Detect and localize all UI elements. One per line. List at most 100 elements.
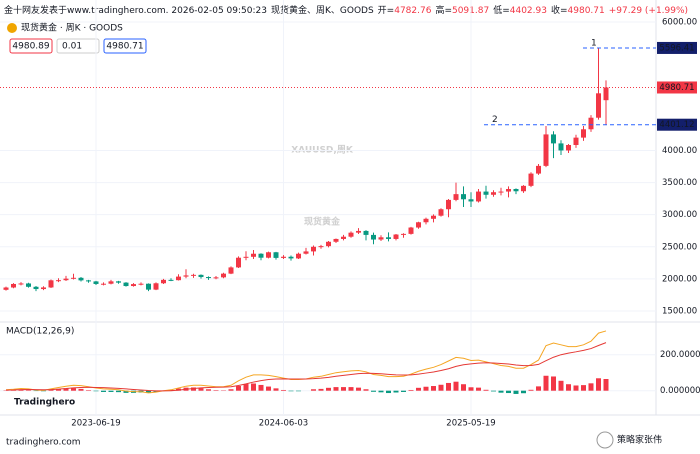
candle-body	[153, 283, 159, 290]
histogram-bar	[191, 387, 196, 391]
candle-body	[491, 192, 496, 195]
candle-body	[296, 253, 301, 259]
x-tick-label: 2023-06-19	[71, 419, 120, 429]
histogram-bar	[393, 390, 399, 393]
histogram-bar	[603, 379, 609, 391]
candle-body	[63, 278, 69, 281]
histogram-bar	[333, 387, 339, 391]
candle-body	[476, 191, 481, 202]
candle-body	[483, 191, 489, 195]
macd-line	[5, 342, 607, 392]
candle-body	[588, 117, 594, 130]
candle-body	[431, 215, 436, 219]
candle-body	[131, 284, 136, 287]
candle-body	[408, 227, 414, 234]
histogram-bar	[536, 386, 541, 391]
histogram-bar	[71, 388, 76, 391]
candle-body	[393, 234, 399, 239]
histogram-bar	[56, 389, 61, 391]
candle-body	[506, 188, 511, 192]
header-source: 金十网友发表于www.tradinghero.com. 2026-02-05 0…	[4, 4, 267, 16]
candle-body	[453, 194, 459, 200]
input-box[interactable]	[103, 38, 147, 54]
input[interactable]: 4980.71	[106, 42, 143, 52]
candle-body	[116, 281, 121, 283]
candle-body	[596, 93, 601, 118]
histogram-bar	[363, 389, 369, 391]
candle-body	[26, 283, 31, 287]
candle-body	[56, 280, 61, 282]
x-tick-label: 2025-05-19	[446, 419, 495, 429]
histogram-bar	[528, 389, 534, 391]
histogram-bar	[281, 389, 286, 391]
input[interactable]: 0.01	[62, 42, 82, 52]
header-symbol: 现货黄金、周K、GOODS	[271, 4, 374, 16]
histogram-bar	[521, 390, 526, 394]
histogram-bar	[573, 385, 579, 391]
histogram-bar	[123, 390, 129, 393]
candle-body	[566, 145, 571, 151]
candle-body	[528, 173, 534, 186]
histogram-bar	[386, 390, 391, 394]
candle-body	[446, 199, 451, 210]
y-tick-label: 1500.00	[662, 307, 697, 317]
candle-body	[378, 237, 384, 240]
candle-body	[3, 287, 9, 290]
candle-body	[228, 267, 234, 274]
histogram-bar	[273, 388, 279, 391]
histogram-bar	[543, 375, 549, 391]
input[interactable]: 4980.89	[12, 42, 49, 52]
histogram-bar	[63, 388, 69, 391]
histogram-bar	[423, 386, 429, 391]
candle-body	[71, 277, 76, 279]
price-label: 5596.41	[659, 43, 694, 53]
histogram-bar	[251, 383, 256, 391]
candle-body	[123, 282, 129, 287]
price-label-box	[657, 81, 697, 94]
marker-label: 2	[492, 115, 498, 125]
input-box[interactable]	[9, 38, 53, 54]
histogram-bar	[596, 378, 601, 391]
price-label-box	[657, 118, 697, 131]
candle-body	[543, 134, 549, 166]
weibo-icon	[596, 431, 614, 449]
histogram-bar	[176, 388, 181, 391]
histogram-bar	[356, 387, 361, 391]
candle-body	[603, 87, 609, 101]
candle-body	[41, 287, 46, 290]
histogram-bar	[311, 389, 316, 391]
candle-body	[498, 191, 504, 193]
candle-body	[581, 129, 586, 138]
y-tick-label: 4000.00	[662, 146, 697, 156]
candle-body	[18, 283, 24, 285]
candle-body	[108, 281, 114, 284]
candle-body	[438, 209, 444, 216]
histogram-bar	[93, 390, 99, 392]
candle-body	[363, 230, 369, 235]
y-tick-label: 0.000000	[660, 386, 700, 396]
candle-body	[138, 283, 144, 285]
candle-body	[146, 283, 151, 290]
candle-body	[521, 185, 526, 192]
candle-body	[243, 256, 249, 258]
histogram-bar	[213, 390, 219, 391]
candle-body	[573, 137, 579, 146]
histogram-bar	[483, 389, 489, 391]
header: 金十网友发表于www.tradinghero.com. 2026-02-05 0…	[4, 4, 688, 16]
candle-body	[416, 222, 421, 228]
input-box[interactable]	[56, 38, 100, 54]
histogram-bar	[198, 388, 204, 391]
candle-body	[461, 194, 466, 200]
histogram-bar	[588, 383, 594, 391]
candle-body	[168, 279, 174, 281]
candle-body	[206, 277, 211, 279]
histogram-bar	[258, 384, 264, 391]
legend: 现货黄金 · 周K · GOODS	[21, 22, 123, 34]
change: +97.29 (+1.99%)	[609, 6, 688, 16]
histogram-bar	[78, 388, 84, 391]
candle-body	[198, 274, 204, 278]
candle-body	[326, 241, 331, 247]
candle-body	[423, 218, 429, 223]
histogram-bar	[401, 390, 406, 392]
